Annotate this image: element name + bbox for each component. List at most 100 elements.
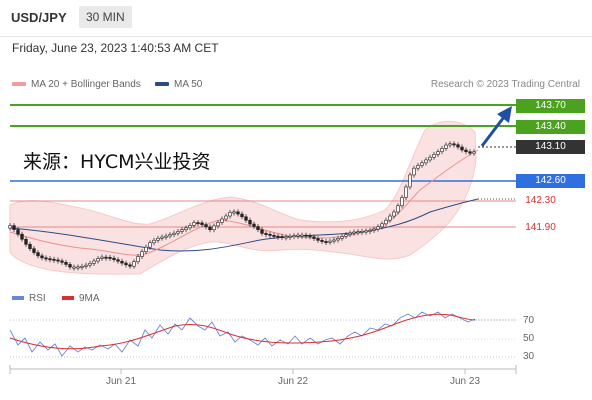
candle-body (272, 235, 276, 237)
candle-body (40, 255, 44, 259)
candle-body (188, 225, 192, 229)
candle-body (164, 235, 168, 238)
candle-body (268, 233, 272, 236)
candle-body (200, 222, 204, 225)
candle-body (196, 222, 200, 225)
timestamp: Friday, June 23, 2023 1:40:53 AM CET (12, 41, 219, 55)
candle-body (360, 231, 364, 233)
candle-body (244, 216, 248, 221)
symbol-label: USD/JPY (11, 10, 67, 25)
candle-body (428, 156, 432, 161)
candle-body (464, 149, 468, 153)
source-watermark: 来源：HYCM兴业投资 (23, 151, 211, 173)
candle-body (408, 174, 412, 188)
legend-rsi-ma: 9MA (62, 293, 100, 304)
candle-body (304, 234, 308, 237)
candle-body (112, 257, 116, 260)
candle-body (120, 260, 124, 264)
bollinger-band (9, 120, 477, 275)
candle-body (80, 266, 84, 268)
candle-body (192, 222, 196, 226)
legend-rsi: RSI (12, 293, 46, 304)
candle-body (176, 231, 180, 234)
candle-body (432, 154, 436, 158)
candlesticks (8, 141, 476, 271)
level-label-s3: 141.90 (525, 222, 556, 233)
candle-body (376, 226, 380, 230)
candle-body (336, 238, 340, 241)
candle-body (212, 225, 216, 231)
candle-body (168, 234, 172, 237)
candle-body (128, 264, 132, 267)
candle-body (312, 236, 316, 239)
last-price-label: 143.10 (516, 140, 585, 154)
rsi-ma-line (9, 313, 476, 350)
candle-body (160, 236, 164, 239)
candle-body (256, 226, 260, 230)
candle-body (456, 144, 460, 148)
candle-body (208, 226, 212, 231)
candle-body (92, 260, 96, 264)
rsi-tick-70: 70 (523, 315, 535, 326)
x-tick-label-jun21: Jun 21 (105, 376, 137, 387)
candle-body (48, 258, 52, 261)
candle-body (96, 258, 100, 262)
candle-body (472, 151, 476, 154)
candle-body (84, 264, 88, 267)
candle-body (280, 236, 284, 238)
candle-body (36, 252, 40, 257)
candle-body (468, 151, 472, 154)
timeframe-button[interactable]: 30 MIN (79, 6, 132, 28)
candle-body (72, 266, 76, 269)
ma20-label: MA 20 + Bollinger Bands (31, 79, 141, 90)
candle-body (64, 262, 68, 265)
ma50-swatch (155, 82, 169, 87)
candle-body (144, 246, 148, 252)
candle-body (384, 219, 388, 225)
candle-body (32, 248, 36, 253)
candle-body (224, 215, 228, 220)
candle-body (232, 211, 236, 214)
candle-body (156, 238, 160, 241)
candle-body (320, 240, 324, 242)
candle-body (44, 257, 48, 260)
candle-body (452, 143, 456, 146)
candle-body (300, 234, 304, 237)
rsi-label: RSI (29, 293, 46, 304)
candle-body (28, 244, 32, 249)
candle-body (348, 232, 352, 235)
candle-body (436, 151, 440, 155)
candle-body (424, 159, 428, 164)
candle-body (24, 238, 28, 245)
candle-body (420, 162, 424, 166)
rsi-line (9, 311, 476, 357)
candle-body (264, 233, 268, 235)
credit-text: Research © 2023 Trading Central (430, 79, 580, 90)
candle-body (288, 235, 292, 238)
candle-body (276, 235, 280, 238)
candle-body (240, 213, 244, 218)
candle-body (148, 242, 152, 248)
candle-body (460, 146, 464, 151)
candle-body (88, 263, 92, 266)
rsi-tick-50: 50 (523, 333, 535, 344)
rsi-ma-swatch (62, 296, 74, 301)
candle-body (220, 218, 224, 223)
candle-body (440, 148, 444, 152)
candle-body (248, 220, 252, 225)
candle-body (124, 262, 128, 266)
candle-body (216, 222, 220, 227)
candle-body (284, 236, 288, 239)
candle-body (184, 227, 188, 230)
candle-body (52, 258, 56, 261)
candle-body (368, 230, 372, 232)
candle-body (60, 260, 64, 263)
candle-body (292, 235, 296, 238)
candle-body (100, 256, 104, 259)
candle-body (180, 229, 184, 232)
candle-body (20, 233, 24, 240)
candle-body (108, 257, 112, 259)
projection-arrow-shaft (480, 116, 506, 147)
candle-body (252, 223, 256, 227)
candle-body (172, 232, 176, 235)
